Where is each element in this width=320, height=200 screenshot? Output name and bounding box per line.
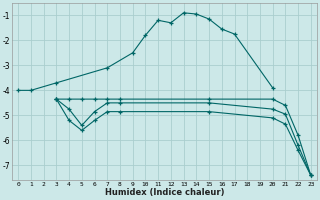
X-axis label: Humidex (Indice chaleur): Humidex (Indice chaleur) [105,188,224,197]
